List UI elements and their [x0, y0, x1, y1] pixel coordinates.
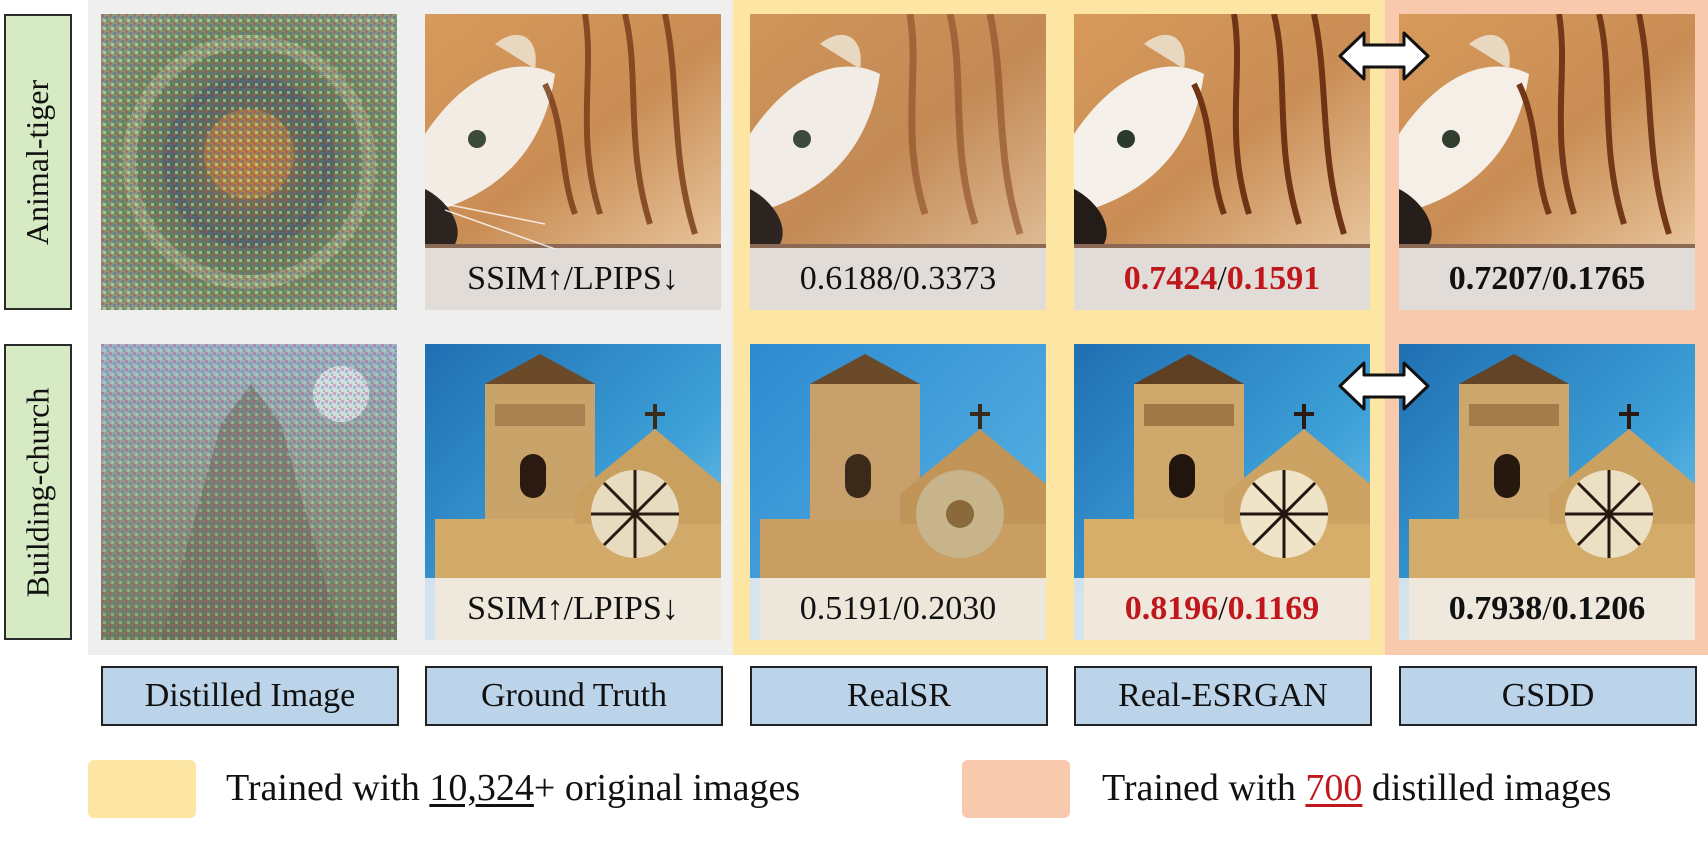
metric-gsdd: 0.7207/0.1765: [1399, 248, 1695, 310]
legend-swatch-original: [88, 760, 196, 818]
row-label-animal-tiger: Animal-tiger: [4, 14, 72, 310]
double-arrow-icon: [1338, 361, 1430, 411]
metric-header: SSIM↑/LPIPS↓: [425, 248, 721, 310]
ground-truth-tiger-image: SSIM↑/LPIPS↓: [425, 14, 721, 310]
method-label-realsr: RealSR: [750, 666, 1048, 726]
legend-distilled-text: Trained with 700 distilled images: [1102, 767, 1612, 809]
metric-gsdd: 0.7938/0.1206: [1399, 578, 1695, 640]
realsr-church-image: 0.5191/0.2030: [750, 344, 1046, 640]
metric-realsr: 0.6188/0.3373: [750, 248, 1046, 310]
double-arrow-icon: [1338, 31, 1430, 81]
gsdd-church-image: 0.7938/0.1206: [1399, 344, 1695, 640]
legend-original-text: Trained with 10,324+ original images: [226, 767, 801, 809]
row-label-building-church: Building-church: [4, 344, 72, 640]
metric-header: SSIM↑/LPIPS↓: [425, 578, 721, 640]
method-label-gsdd: GSDD: [1399, 666, 1697, 726]
metric-realesrgan: 0.7424/0.1591: [1074, 248, 1370, 310]
distilled-church-image: [101, 344, 397, 640]
metric-realsr: 0.5191/0.2030: [750, 578, 1046, 640]
realsr-tiger-image: 0.6188/0.3373: [750, 14, 1046, 310]
method-label-realesrgan: Real-ESRGAN: [1074, 666, 1372, 726]
method-label-ground-truth: Ground Truth: [425, 666, 723, 726]
method-label-distilled-image: Distilled Image: [101, 666, 399, 726]
ground-truth-church-image: SSIM↑/LPIPS↓: [425, 344, 721, 640]
realesrgan-church-image: 0.8196/0.1169: [1074, 344, 1370, 640]
realesrgan-tiger-image: 0.7424/0.1591: [1074, 14, 1370, 310]
metric-realesrgan: 0.8196/0.1169: [1074, 578, 1370, 640]
legend-swatch-distilled: [962, 760, 1070, 818]
gsdd-tiger-image: 0.7207/0.1765: [1399, 14, 1695, 310]
distilled-tiger-image: [101, 14, 397, 310]
